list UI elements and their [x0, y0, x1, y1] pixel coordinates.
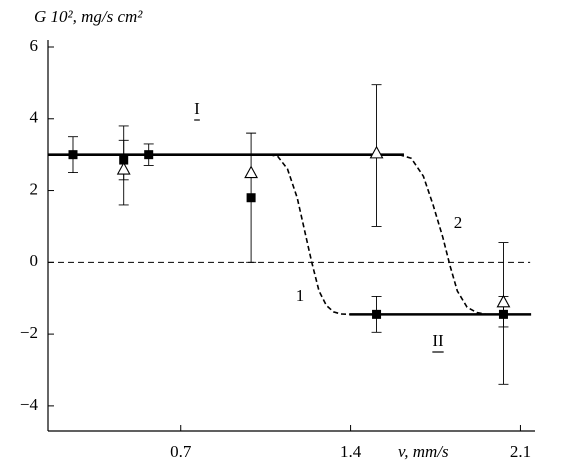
- square-point: [68, 150, 78, 160]
- x-tick-label: 1.4: [340, 442, 362, 461]
- square-point: [372, 309, 382, 319]
- triangle-point: [369, 145, 384, 159]
- error-bar: [246, 132, 257, 263]
- x-tick-label: 0.7: [170, 442, 192, 461]
- annotation: II: [432, 331, 444, 350]
- triangle-point: [244, 165, 259, 179]
- line-curve: [398, 153, 499, 316]
- y-tick-label: −2: [20, 323, 38, 342]
- y-tick-label: 2: [30, 179, 39, 198]
- line-curve: [269, 153, 350, 316]
- annotation: 2: [454, 213, 463, 232]
- triangle-point: [116, 161, 131, 175]
- x-tick-label: 2.1: [510, 442, 531, 461]
- y-tick-label: 0: [30, 251, 39, 270]
- y-tick-label: 6: [30, 36, 39, 55]
- error-bar: [498, 242, 509, 328]
- triangle-point: [496, 294, 511, 308]
- square-point: [144, 150, 154, 160]
- x-axis-label: v, mm/s: [398, 442, 449, 461]
- y-axis-label: G 10², mg/s cm²: [34, 7, 143, 26]
- y-tick-label: −4: [20, 395, 39, 414]
- y-tick-label: 4: [30, 108, 39, 127]
- annotation: I: [194, 99, 200, 118]
- annotation: 1: [296, 286, 305, 305]
